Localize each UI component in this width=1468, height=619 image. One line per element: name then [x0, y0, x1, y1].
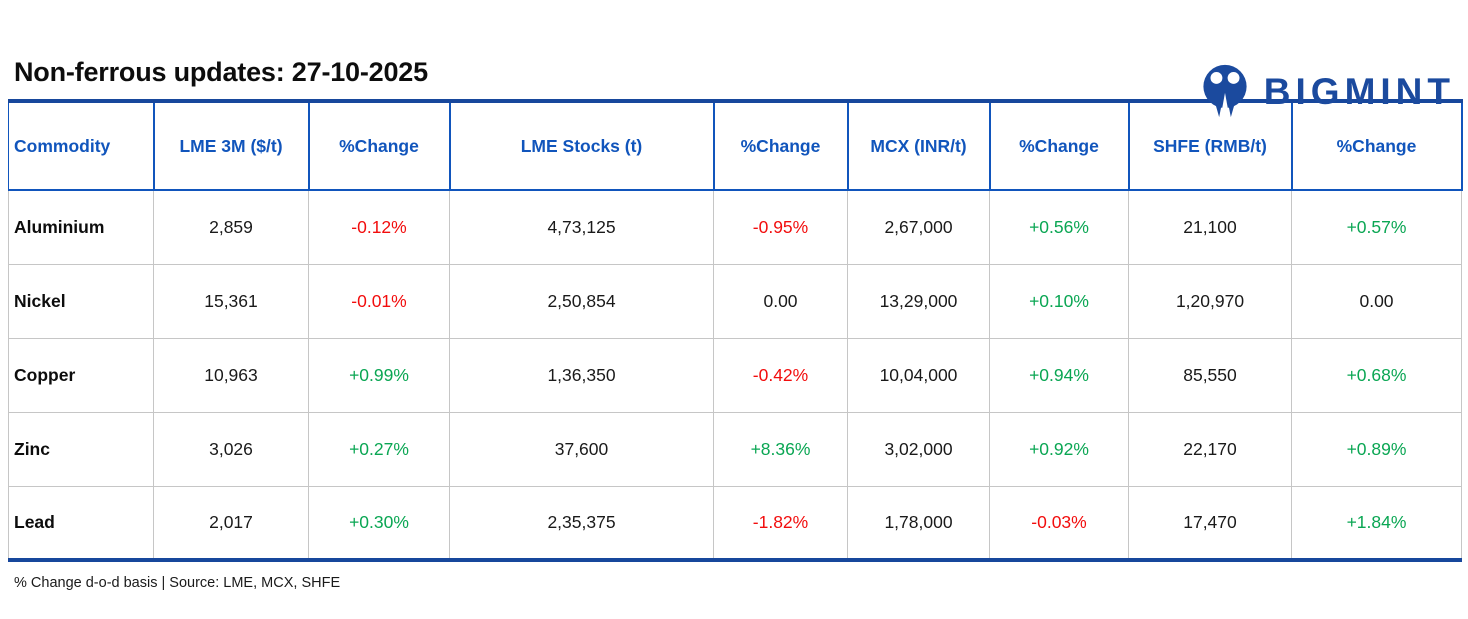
table-row: Copper 10,963 +0.99% 1,36,350 -0.42% 10,… [8, 338, 1462, 413]
col-header-commodity: Commodity [8, 101, 155, 191]
mcx-change: -0.03% [989, 486, 1129, 560]
mcx-value: 2,67,000 [847, 190, 990, 265]
col-header-lme-stocks: LME Stocks (t) [448, 101, 715, 191]
table-row: Aluminium 2,859 -0.12% 4,73,125 -0.95% 2… [8, 190, 1462, 265]
bigmint-wordmark: BIGMINT [1263, 70, 1455, 112]
lme-stocks-value: 37,600 [449, 412, 714, 487]
mcx-change: +0.92% [989, 412, 1129, 487]
lme-3m-change: +0.27% [308, 412, 450, 487]
lme-stocks-value: 2,50,854 [449, 264, 714, 339]
lme-3m-change: -0.01% [308, 264, 450, 339]
lme-3m-change: -0.12% [308, 190, 450, 265]
mcx-change: +0.94% [989, 338, 1129, 413]
col-header-lme-3m-change: %Change [307, 101, 451, 191]
lme-3m-value: 2,017 [153, 486, 309, 560]
table-row: Nickel 15,361 -0.01% 2,50,854 0.00 13,29… [8, 264, 1462, 339]
lme-3m-value: 2,859 [153, 190, 309, 265]
shfe-value: 21,100 [1128, 190, 1292, 265]
shfe-value: 85,550 [1128, 338, 1292, 413]
commodity-name: Aluminium [8, 190, 154, 265]
lme-stocks-change: 0.00 [713, 264, 848, 339]
commodity-name: Zinc [8, 412, 154, 487]
bigmint-logo: BIGMINT [1196, 64, 1455, 118]
col-header-lme-3m: LME 3M ($/t) [152, 101, 310, 191]
lme-stocks-change: -1.82% [713, 486, 848, 560]
table-body: Aluminium 2,859 -0.12% 4,73,125 -0.95% 2… [8, 190, 1462, 560]
lme-stocks-value: 4,73,125 [449, 190, 714, 265]
commodity-name: Copper [8, 338, 154, 413]
lme-stocks-change: -0.42% [713, 338, 848, 413]
non-ferrous-price-table: Commodity LME 3M ($/t) %Change LME Stock… [8, 99, 1463, 562]
lme-3m-value: 3,026 [153, 412, 309, 487]
mcx-value: 1,78,000 [847, 486, 990, 560]
col-header-mcx: MCX (INR/t) [846, 101, 991, 191]
lme-stocks-value: 1,36,350 [449, 338, 714, 413]
shfe-value: 17,470 [1128, 486, 1292, 560]
shfe-change: +0.68% [1291, 338, 1462, 413]
commodity-name: Nickel [8, 264, 154, 339]
table-row: Lead 2,017 +0.30% 2,35,375 -1.82% 1,78,0… [8, 486, 1462, 560]
page-title: Non-ferrous updates: 27-10-2025 [14, 57, 428, 87]
lme-3m-value: 10,963 [153, 338, 309, 413]
mcx-change: +0.10% [989, 264, 1129, 339]
header-row: Commodity LME 3M ($/t) %Change LME Stock… [8, 101, 1463, 191]
mcx-change: +0.56% [989, 190, 1129, 265]
shfe-value: 1,20,970 [1128, 264, 1292, 339]
shfe-change: +1.84% [1291, 486, 1462, 560]
lme-3m-change: +0.99% [308, 338, 450, 413]
commodity-name: Lead [8, 486, 154, 560]
shfe-change: +0.89% [1291, 412, 1462, 487]
footnote: % Change d-o-d basis | Source: LME, MCX,… [14, 575, 341, 591]
lme-stocks-value: 2,35,375 [449, 486, 714, 560]
shfe-value: 22,170 [1128, 412, 1292, 487]
col-header-shfe: SHFE (RMB/t) [1127, 101, 1293, 191]
mcx-value: 13,29,000 [847, 264, 990, 339]
table-row: Zinc 3,026 +0.27% 37,600 +8.36% 3,02,000… [8, 412, 1462, 487]
mcx-value: 10,04,000 [847, 338, 990, 413]
lme-stocks-change: +8.36% [713, 412, 848, 487]
col-header-lme-stocks-change: %Change [712, 101, 849, 191]
mcx-value: 3,02,000 [847, 412, 990, 487]
bigmint-logo-icon [1203, 64, 1247, 118]
shfe-change: 0.00 [1291, 264, 1462, 339]
col-header-shfe-change: %Change [1290, 101, 1463, 191]
col-header-mcx-change: %Change [988, 101, 1130, 191]
lme-stocks-change: -0.95% [713, 190, 848, 265]
lme-3m-value: 15,361 [153, 264, 309, 339]
lme-3m-change: +0.30% [308, 486, 450, 560]
table-header: Commodity LME 3M ($/t) %Change LME Stock… [8, 101, 1463, 191]
shfe-change: +0.57% [1291, 190, 1462, 265]
